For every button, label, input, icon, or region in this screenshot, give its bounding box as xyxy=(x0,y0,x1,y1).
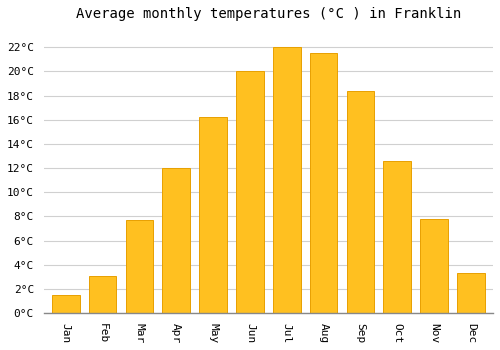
Bar xyxy=(89,275,117,313)
Bar xyxy=(126,220,154,313)
Bar xyxy=(273,47,300,313)
Bar xyxy=(236,71,264,313)
Bar xyxy=(52,295,80,313)
Bar xyxy=(420,219,448,313)
Bar xyxy=(384,161,411,313)
Bar xyxy=(162,168,190,313)
Bar xyxy=(310,53,338,313)
Bar xyxy=(346,91,374,313)
Title: Average monthly temperatures (°C ) in Franklin: Average monthly temperatures (°C ) in Fr… xyxy=(76,7,461,21)
Bar xyxy=(200,117,227,313)
Bar xyxy=(457,273,485,313)
